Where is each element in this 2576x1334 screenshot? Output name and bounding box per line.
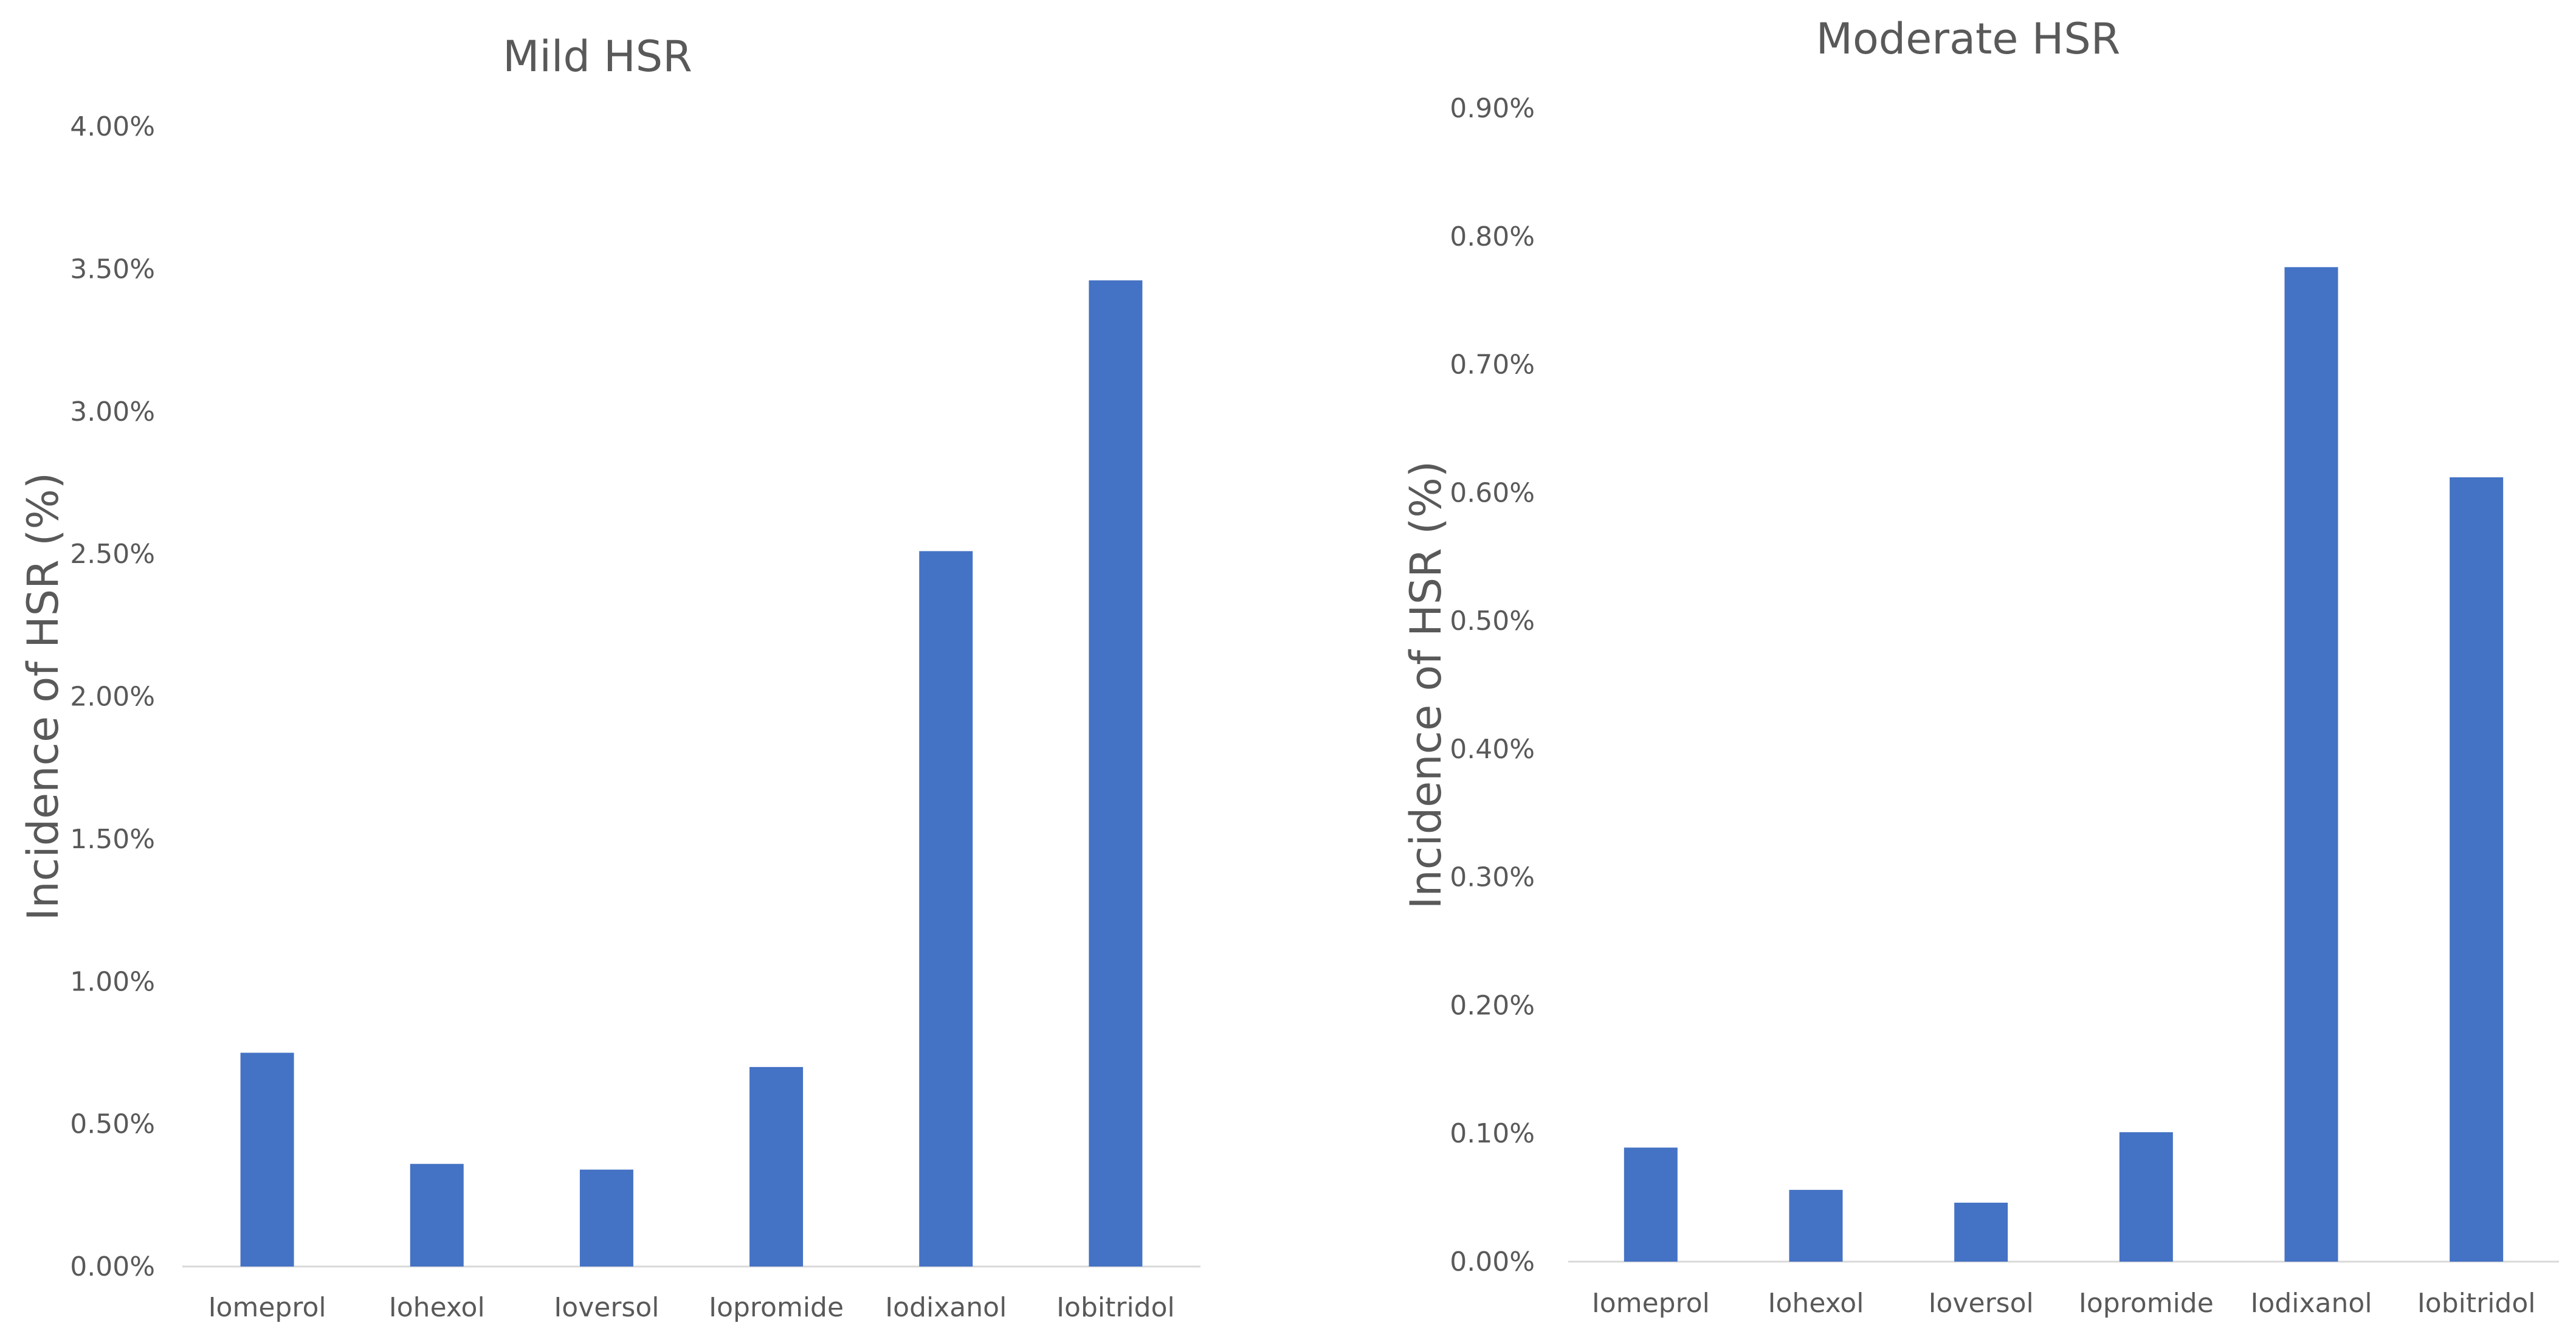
y-tick-label: 0.70% (1450, 350, 1535, 381)
x-category-label: Iopromide (2079, 1288, 2214, 1319)
y-tick-label: 0.30% (1450, 862, 1535, 893)
y-tick-label: 0.80% (1450, 221, 1535, 252)
bar-iobitridol (1089, 280, 1143, 1267)
bar-iohexol (1789, 1189, 1843, 1262)
y-tick-label: 2.50% (70, 539, 155, 570)
y-tick-label: 0.50% (1450, 606, 1535, 637)
y-tick-label: 0.50% (70, 1109, 155, 1140)
y-tick-label: 1.00% (70, 966, 155, 997)
x-category-label: Iodixanol (2250, 1288, 2372, 1319)
bar-iodixanol (919, 551, 973, 1267)
y-tick-label: 0.00% (1450, 1246, 1535, 1277)
bar-iobitridol (2450, 477, 2504, 1262)
y-axis-title: Incidence of HSR (%) (18, 472, 68, 921)
x-category-label: Ioversol (554, 1292, 659, 1323)
x-category-label: Iobitridol (1056, 1292, 1175, 1323)
y-tick-label: 0.60% (1450, 477, 1535, 508)
chart-moderate-hsr: Moderate HSR Incidence of HSR (%) 0.00% 0.1… (1401, 14, 2559, 1319)
bar-iodixanol (2284, 267, 2338, 1262)
chart-title: Moderate HSR (1816, 14, 2121, 64)
bar-iomeprol (1624, 1147, 1678, 1262)
x-category-label: Iodixanol (885, 1292, 1007, 1323)
bar-iohexol (410, 1164, 464, 1267)
bar-iopromide (2119, 1132, 2173, 1262)
bar-ioversol (579, 1169, 633, 1267)
y-tick-label: 1.50% (70, 824, 155, 855)
y-tick-label: 0.40% (1450, 734, 1535, 765)
x-category-label: Iomeprol (208, 1292, 326, 1323)
chart-mild-hsr: Mild HSR Incidence of HSR (%) 0.00% 0.50% 1.… (18, 32, 1200, 1323)
y-tick-label: 0.00% (70, 1251, 155, 1282)
bar-ioversol (1954, 1203, 2008, 1262)
x-category-label: Iomeprol (1592, 1288, 1710, 1319)
x-category-label: Iopromide (709, 1292, 844, 1323)
y-tick-label: 0.20% (1450, 990, 1535, 1021)
chart-title: Mild HSR (503, 32, 692, 81)
y-axis-title: Incidence of HSR (%) (1401, 461, 1451, 909)
y-tick-label: 0.10% (1450, 1118, 1535, 1149)
y-tick-label: 3.50% (70, 254, 155, 285)
y-tick-label: 0.90% (1450, 93, 1535, 124)
x-category-label: Iohexol (1768, 1288, 1864, 1319)
y-tick-label: 3.00% (70, 396, 155, 427)
x-category-label: Iohexol (389, 1292, 485, 1323)
y-tick-label: 4.00% (70, 111, 155, 142)
x-category-label: Ioversol (1929, 1288, 2034, 1319)
bar-iomeprol (240, 1052, 294, 1267)
bar-iopromide (749, 1066, 804, 1267)
x-category-label: Iobitridol (2417, 1288, 2536, 1319)
y-tick-label: 2.00% (70, 682, 155, 713)
